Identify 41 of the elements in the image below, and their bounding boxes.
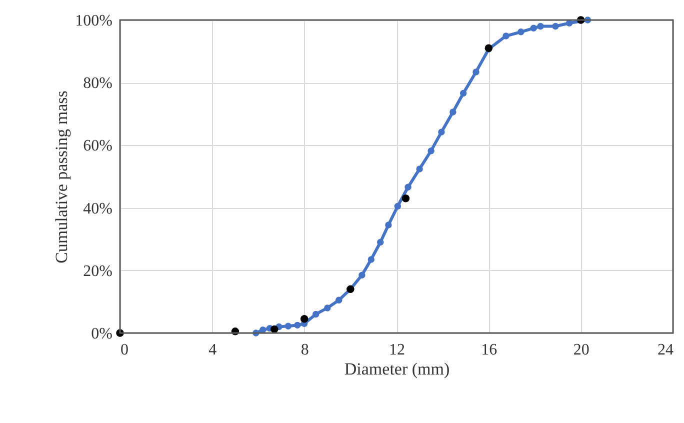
point <box>270 325 278 334</box>
point <box>312 310 320 318</box>
point <box>300 315 308 323</box>
point <box>385 222 392 228</box>
point <box>416 166 423 172</box>
point <box>552 22 559 30</box>
point <box>438 128 445 136</box>
point <box>502 32 510 40</box>
point <box>428 147 434 154</box>
y-tick-label: 80% <box>83 75 112 92</box>
x-tick-label: 12 <box>389 342 405 358</box>
point <box>402 194 410 202</box>
y-axis-title: Cumulative passing mass <box>52 90 72 264</box>
x-tick-label: 0 <box>120 342 128 358</box>
point <box>404 184 412 190</box>
point <box>537 22 544 30</box>
point <box>260 326 266 334</box>
point <box>368 256 375 263</box>
x-tick-label: 8 <box>300 342 309 358</box>
x-tick-label: 4 <box>208 342 217 358</box>
y-tick-label: 100% <box>75 12 112 30</box>
x-axis-title: Diameter (mm) <box>344 360 450 378</box>
x-tick-label: 24 <box>658 342 674 358</box>
point <box>284 322 292 330</box>
y-tick-label: 60% <box>83 138 112 155</box>
point <box>530 24 537 32</box>
point <box>518 28 524 36</box>
x-tick-label: 20 <box>573 342 590 358</box>
y-tick-label: 40% <box>83 200 112 218</box>
point <box>394 202 402 210</box>
point <box>377 238 384 246</box>
point <box>358 272 366 278</box>
x-tick-label: 16 <box>481 342 498 358</box>
y-tick-label: 0% <box>91 326 112 342</box>
point <box>472 68 480 76</box>
point <box>460 90 467 97</box>
point <box>450 108 456 116</box>
point <box>324 304 331 312</box>
point <box>294 322 301 329</box>
point <box>336 296 342 304</box>
y-tick-label: 20% <box>83 262 112 280</box>
